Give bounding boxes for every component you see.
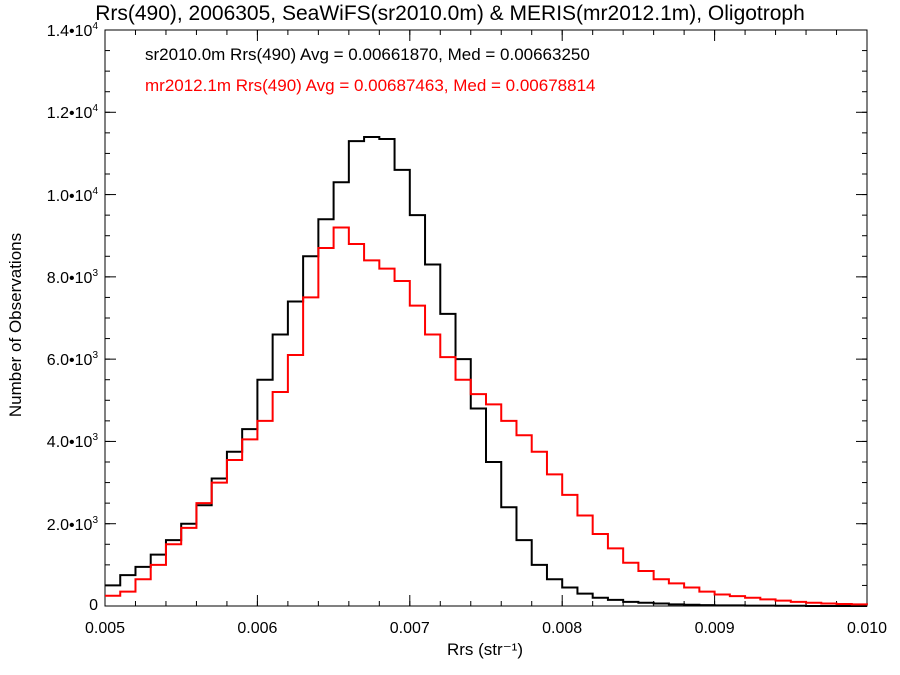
plot-axes <box>104 29 868 607</box>
y-tick-label: 1.0•104 <box>46 185 98 205</box>
y-tick-label: 1.2•104 <box>46 103 98 123</box>
x-tick-label: 0.007 <box>389 620 430 637</box>
legend-entry-black: sr2010.0m Rrs(490) Avg = 0.00661870, Med… <box>145 45 590 64</box>
y-tick-label: 0 <box>89 597 98 614</box>
y-tick-label: 2.0•103 <box>46 514 98 534</box>
x-tick-label: 0.008 <box>542 620 583 637</box>
y-tick-label: 1.4•104 <box>46 21 98 40</box>
plot-frame <box>104 29 868 607</box>
plot-lines <box>105 135 868 607</box>
x-tick-label: 0.005 <box>84 620 126 637</box>
y-tick-label: 6.0•103 <box>46 350 98 370</box>
series-line-1 <box>105 226 868 606</box>
x-tick-label: 0.009 <box>694 620 735 637</box>
x-tick-label: 0.010 <box>846 620 888 637</box>
x-tick-label: 0.006 <box>237 620 278 637</box>
x-axis-label: Rrs (str⁻¹) <box>446 640 523 659</box>
series-line-0 <box>105 135 867 607</box>
y-tick-label: 8.0•103 <box>46 267 98 287</box>
y-tick-label: 4.0•103 <box>46 432 98 452</box>
chart-title: Rrs(490), 2006305, SeaWiFS(sr2010.0m) & … <box>95 2 805 25</box>
legend-entry-red: mr2012.1m Rrs(490) Avg = 0.00687463, Med… <box>145 76 596 95</box>
